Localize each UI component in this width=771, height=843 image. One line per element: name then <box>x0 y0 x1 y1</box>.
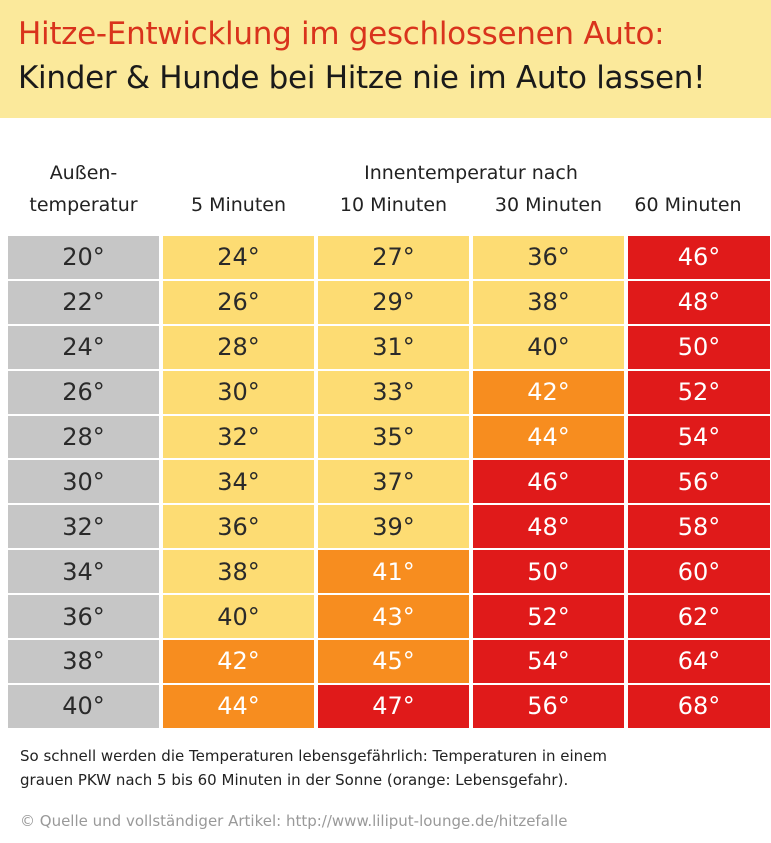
cell-60-min: 46° <box>628 236 770 279</box>
cell-5-min: 38° <box>163 550 314 594</box>
cell-5-min: 44° <box>163 684 314 728</box>
title-banner: Hitze-Entwicklung im geschlossenen Auto:… <box>0 0 771 118</box>
cell-10-min: 47° <box>318 684 469 728</box>
cell-60-min: 64° <box>628 640 770 683</box>
note-line-1: So schnell werden die Temperaturen leben… <box>20 747 608 765</box>
cell-aussen: 20° <box>8 236 159 279</box>
header-10-minuten: 10 Minuten <box>339 194 448 216</box>
cell-30-min: 42° <box>473 370 624 414</box>
cell-aussen: 30° <box>8 460 159 504</box>
cell-aussen: 38° <box>8 640 159 683</box>
cell-10-min: 29° <box>318 280 469 324</box>
cell-aussen: 28° <box>8 415 159 459</box>
explanation-note: So schnell werden die Temperaturen leben… <box>20 744 760 792</box>
cell-30-min: 38° <box>473 280 624 324</box>
cell-10-min: 41° <box>318 550 469 594</box>
cell-aussen: 24° <box>8 325 159 369</box>
cell-60-min: 56° <box>628 460 770 504</box>
cell-30-min: 52° <box>473 595 624 639</box>
temperature-table: 20° 24° 27° 36° 46° 22° 26° 29° 38° 48° 24° 28° 31° 4… <box>8 236 770 728</box>
cell-60-min: 62° <box>628 595 770 639</box>
header-outside-line1: Außen- <box>49 162 118 184</box>
cell-60-min: 68° <box>628 684 770 728</box>
cell-10-min: 37° <box>318 460 469 504</box>
cell-30-min: 54° <box>473 640 624 683</box>
cell-60-min: 54° <box>628 415 770 459</box>
cell-aussen: 40° <box>8 684 159 728</box>
cell-10-min: 43° <box>318 595 469 639</box>
cell-30-min: 56° <box>473 684 624 728</box>
cell-5-min: 36° <box>163 505 314 549</box>
cell-5-min: 32° <box>163 415 314 459</box>
cell-10-min: 35° <box>318 415 469 459</box>
cell-aussen: 34° <box>8 550 159 594</box>
header-30-minuten: 30 Minuten <box>494 194 603 216</box>
note-line-2: grauen PKW nach 5 bis 60 Minuten in der … <box>20 771 569 789</box>
cell-5-min: 28° <box>163 325 314 369</box>
cell-30-min: 46° <box>473 460 624 504</box>
cell-5-min: 34° <box>163 460 314 504</box>
cell-10-min: 39° <box>318 505 469 549</box>
cell-30-min: 50° <box>473 550 624 594</box>
header-60-minuten: 60 Minuten <box>634 194 742 216</box>
cell-10-min: 27° <box>318 236 469 279</box>
cell-30-min: 36° <box>473 236 624 279</box>
cell-5-min: 40° <box>163 595 314 639</box>
header-5-minuten: 5 Minuten <box>190 194 287 216</box>
cell-10-min: 45° <box>318 640 469 683</box>
cell-5-min: 42° <box>163 640 314 683</box>
cell-60-min: 52° <box>628 370 770 414</box>
source-credit: © Quelle und vollständiger Artikel: http… <box>20 812 568 830</box>
cell-aussen: 36° <box>8 595 159 639</box>
cell-60-min: 60° <box>628 550 770 594</box>
title-line-1: Hitze-Entwicklung im geschlossenen Auto: <box>18 16 665 52</box>
cell-aussen: 22° <box>8 280 159 324</box>
cell-30-min: 48° <box>473 505 624 549</box>
cell-60-min: 48° <box>628 280 770 324</box>
cell-5-min: 30° <box>163 370 314 414</box>
cell-30-min: 44° <box>473 415 624 459</box>
cell-5-min: 24° <box>163 236 314 279</box>
cell-60-min: 50° <box>628 325 770 369</box>
cell-10-min: 33° <box>318 370 469 414</box>
cell-10-min: 31° <box>318 325 469 369</box>
cell-aussen: 26° <box>8 370 159 414</box>
cell-aussen: 32° <box>8 505 159 549</box>
header-group-label: Innentemperatur nach <box>364 162 578 184</box>
cell-5-min: 26° <box>163 280 314 324</box>
cell-30-min: 40° <box>473 325 624 369</box>
title-line-2: Kinder & Hunde bei Hitze nie im Auto las… <box>18 60 706 96</box>
header-outside-line2: temperatur <box>29 194 138 216</box>
cell-60-min: 58° <box>628 505 770 549</box>
